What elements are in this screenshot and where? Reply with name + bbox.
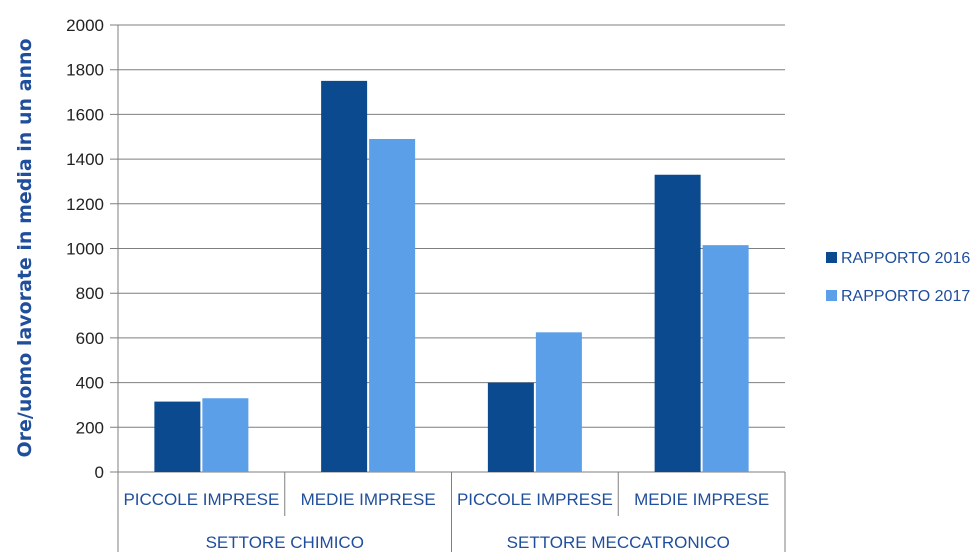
legend-label: RAPPORTO 2016 <box>841 250 970 267</box>
x-category-label: MEDIE IMPRESE <box>634 490 769 509</box>
y-tick-label: 400 <box>76 374 104 393</box>
y-tick-label: 200 <box>76 418 104 437</box>
x-category-label: PICCOLE IMPRESE <box>457 490 613 509</box>
bar-rapporto-2017 <box>369 138 416 473</box>
legend: RAPPORTO 2016 RAPPORTO 2017 <box>826 250 970 305</box>
legend-swatch <box>826 252 837 263</box>
y-tick-labels: 0 200 400 600 800 1000 1200 1400 1600 1800 2000 <box>66 16 104 482</box>
y-tick-label: 1800 <box>66 61 104 80</box>
y-tick-label: 0 <box>95 463 104 482</box>
bars <box>154 80 749 473</box>
bar-rapporto-2016 <box>321 80 368 472</box>
category-labels: PICCOLE IMPRESE MEDIE IMPRESE PICCOLE IMPR… <box>123 490 769 552</box>
x-category-label: MEDIE IMPRESE <box>301 490 436 509</box>
axes <box>117 25 786 552</box>
bar-rapporto-2017 <box>202 398 249 472</box>
x-group-label: SETTORE MECCATRONICO <box>507 533 730 552</box>
legend-swatch <box>826 290 837 301</box>
bar-rapporto-2017 <box>702 245 749 472</box>
x-group-label: SETTORE CHIMICO <box>206 533 364 552</box>
y-tick-label: 1600 <box>66 105 104 124</box>
y-axis-title: Ore/uomo lavorate in media in un anno <box>14 38 36 457</box>
bar-rapporto-2016 <box>154 401 201 472</box>
y-tick-label: 1200 <box>66 195 104 214</box>
y-tick-label: 800 <box>76 284 104 303</box>
bar-rapporto-2017 <box>535 332 582 472</box>
y-tick-label: 600 <box>76 329 104 348</box>
bar-rapporto-2016 <box>654 174 701 472</box>
bar-rapporto-2016 <box>487 382 534 472</box>
legend-label: RAPPORTO 2017 <box>841 288 970 305</box>
y-tick-label: 2000 <box>66 16 104 35</box>
y-tick-label: 1400 <box>66 150 104 169</box>
y-tick-label: 1000 <box>66 240 104 259</box>
x-category-label: PICCOLE IMPRESE <box>123 490 279 509</box>
